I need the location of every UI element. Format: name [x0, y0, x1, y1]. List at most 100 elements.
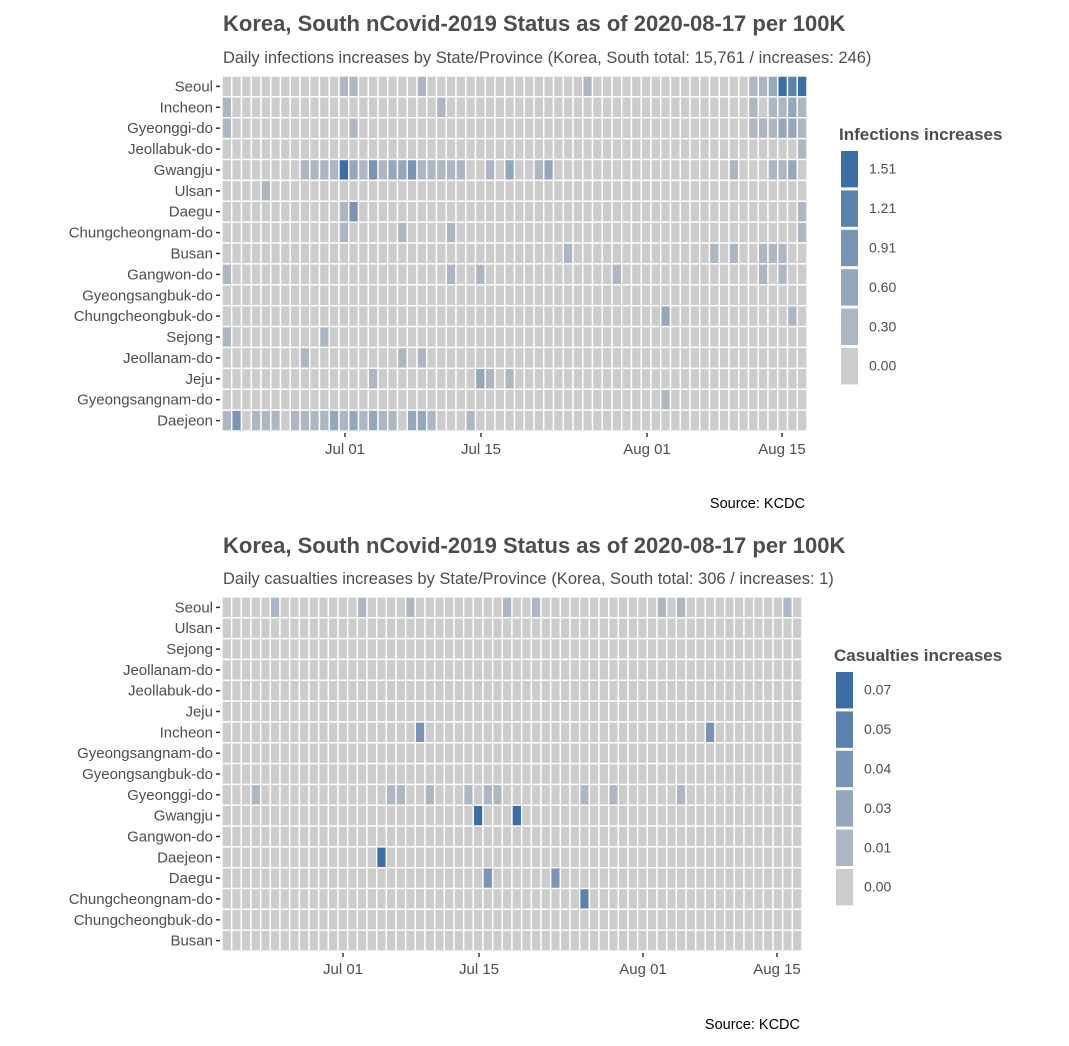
- heatmap-cell: [462, 700, 475, 723]
- heatmap-cell: [791, 825, 803, 848]
- heatmap-cell: [357, 221, 369, 244]
- heatmap-cell: [607, 700, 620, 723]
- heatmap-cell: [270, 367, 282, 390]
- heatmap-cell: [474, 179, 486, 202]
- heatmap-cell: [338, 221, 350, 244]
- heatmap-cell: [559, 929, 571, 952]
- heatmap-cell: [366, 887, 378, 911]
- heatmap-cell: [689, 179, 701, 202]
- heatmap-cell: [607, 617, 620, 640]
- heatmap-cell: [299, 137, 311, 161]
- heatmap-cell: [660, 284, 672, 307]
- x-axis-labels: Jul 01 Jul 15 Aug 01 Aug 15: [325, 433, 806, 458]
- heatmap-cell: [288, 637, 301, 661]
- heatmap-cell: [791, 887, 803, 911]
- heatmap-cell: [738, 75, 750, 98]
- heatmap-cell: [338, 388, 350, 411]
- heatmap-cell: [675, 825, 687, 848]
- heatmap-cell: [317, 804, 330, 827]
- heatmap-cell: [786, 221, 798, 244]
- heatmap-cell: [704, 617, 716, 640]
- heatmap-cell: [501, 637, 513, 661]
- heatmap-cell: [601, 117, 613, 140]
- heatmap-cell: [627, 700, 639, 723]
- legend-key: [836, 869, 853, 906]
- heatmap-cell: [426, 346, 438, 370]
- heatmap-cell: [679, 305, 691, 328]
- heatmap-cell: [269, 804, 281, 827]
- heatmap-cell: [289, 367, 301, 390]
- heatmap-cell: [465, 263, 477, 286]
- heatmap-cell: [348, 75, 360, 98]
- heatmap-cell: [650, 96, 662, 119]
- heatmap-cell: [708, 200, 720, 223]
- heatmap-cell: [699, 305, 711, 328]
- heatmap-cell: [540, 762, 552, 786]
- heatmap-cell: [549, 846, 562, 869]
- heatmap-cell: [424, 658, 436, 681]
- heatmap-cell: [240, 200, 252, 223]
- heatmap-cell: [630, 179, 642, 202]
- heatmap-cell: [549, 908, 562, 931]
- heatmap-cell: [762, 679, 774, 702]
- heatmap-cell: [669, 263, 681, 286]
- heatmap-cell: [772, 617, 784, 640]
- heatmap-cell: [484, 96, 496, 119]
- heatmap-cell: [387, 96, 399, 119]
- legend-label: 0.60: [869, 279, 896, 295]
- heatmap-cell: [611, 388, 623, 411]
- heatmap-cell: [511, 783, 523, 806]
- y-tick-label: Daegu: [169, 204, 213, 221]
- heatmap-cell: [250, 221, 262, 244]
- heatmap-cell: [435, 325, 447, 349]
- heatmap-cell: [395, 637, 407, 661]
- heatmap-cell: [288, 908, 301, 931]
- heatmap-cell: [346, 637, 359, 661]
- heatmap-cell: [689, 96, 701, 119]
- heatmap-cell: [762, 617, 774, 640]
- heatmap-cell: [404, 658, 417, 681]
- heatmap-cell: [453, 846, 465, 869]
- heatmap-cell: [404, 742, 417, 765]
- heatmap-cell: [221, 305, 233, 328]
- heatmap-cell: [298, 721, 310, 744]
- heatmap-cell: [443, 742, 455, 765]
- heatmap-cell: [435, 75, 447, 98]
- heatmap-cell: [757, 263, 769, 286]
- heatmap-cell: [511, 887, 523, 911]
- heatmap-cell: [646, 637, 658, 661]
- heatmap-cell: [482, 700, 494, 723]
- heatmap-cell: [465, 158, 477, 182]
- x-tick-label: Jul 15: [461, 441, 501, 458]
- heatmap-cell: [308, 700, 320, 723]
- heatmap-cell: [601, 409, 613, 432]
- heatmap-cell: [279, 637, 291, 661]
- heatmap-cell: [250, 137, 262, 161]
- heatmap-cell: [752, 804, 765, 827]
- heatmap-cell: [453, 867, 465, 890]
- heatmap-cell: [317, 742, 330, 765]
- heatmap-cell: [406, 284, 418, 307]
- heatmap-cell: [591, 75, 603, 98]
- heatmap-cell: [582, 96, 594, 119]
- heatmap-cell: [356, 825, 368, 848]
- heatmap-cell: [669, 305, 681, 328]
- heatmap-cell: [406, 158, 418, 182]
- heatmap-cell: [601, 137, 613, 161]
- heatmap-cell: [414, 658, 426, 681]
- heatmap-cell: [630, 325, 642, 349]
- chart-subtitle: Daily infections increases by State/Prov…: [223, 49, 871, 67]
- heatmap-cell: [443, 887, 455, 911]
- heatmap-cell: [357, 75, 369, 98]
- heatmap-cell: [772, 825, 784, 848]
- heatmap-cell: [317, 825, 330, 848]
- heatmap-cell: [356, 700, 368, 723]
- heatmap-cell: [559, 658, 571, 681]
- heatmap-cell: [786, 117, 798, 140]
- heatmap-cell: [348, 137, 360, 161]
- heatmap-cell: [562, 75, 574, 98]
- heatmap-cell: [484, 242, 496, 265]
- heatmap-cell: [327, 679, 339, 702]
- heatmap-cell: [443, 617, 455, 640]
- heatmap-cell: [396, 263, 408, 286]
